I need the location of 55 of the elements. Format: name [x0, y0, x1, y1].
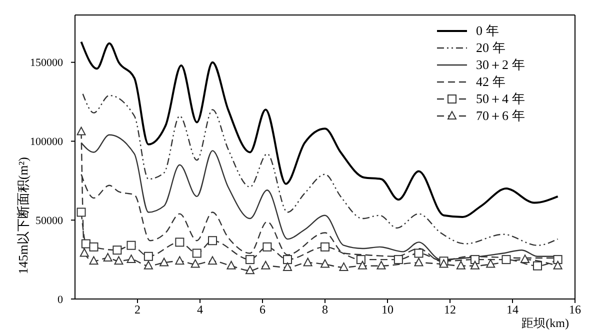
y-tick-label: 50000 [36, 215, 64, 228]
point [144, 252, 153, 261]
point [226, 260, 236, 270]
point [456, 260, 466, 270]
point [356, 255, 366, 264]
point [303, 258, 312, 266]
x-tick-label: 12 [444, 302, 456, 317]
y-axis-title: 145m以下断面积(m²) [16, 157, 31, 274]
point [414, 258, 424, 266]
point [394, 255, 403, 264]
point [261, 260, 270, 270]
point [126, 240, 136, 250]
point [80, 248, 89, 257]
point [192, 248, 202, 258]
point [144, 260, 153, 270]
x-tick-label: 10 [382, 302, 394, 317]
point [208, 256, 217, 265]
point [208, 236, 217, 246]
point [114, 256, 124, 265]
point [553, 255, 562, 264]
point [175, 238, 184, 247]
point [246, 255, 254, 264]
point [112, 246, 122, 255]
x-tick-label: 14 [506, 302, 518, 317]
point [320, 242, 330, 252]
point [533, 261, 542, 270]
legend-label: 30＋2 年 [476, 56, 525, 73]
legend-label: 70＋6 年 [476, 107, 525, 124]
point [470, 255, 480, 264]
x-tick-label: 6 [260, 302, 266, 317]
x-tick-label: 8 [322, 302, 328, 317]
line-series [82, 93, 558, 246]
point [89, 256, 98, 265]
x-tick-label: 2 [134, 302, 140, 317]
point [175, 256, 184, 265]
point [89, 242, 98, 252]
y-tick-label: 150000 [30, 57, 64, 70]
x-tick-label: 4 [197, 302, 203, 317]
legend-label: 0 年 [476, 22, 499, 39]
x-axis-title: 距坝(km) [522, 316, 569, 330]
point [414, 248, 424, 258]
legend-label: 42 年 [476, 73, 506, 90]
point [470, 260, 480, 270]
x-tick-label: 16 [569, 302, 581, 317]
legend-label: 50＋4 年 [476, 90, 525, 107]
point [502, 255, 511, 264]
point [283, 255, 292, 264]
point [76, 208, 86, 217]
point [81, 239, 90, 248]
line-series [80, 40, 559, 218]
y-tick-label: 100000 [30, 136, 64, 148]
legend-label: 20 年 [476, 39, 506, 56]
y-tick-label: 0 [58, 294, 64, 306]
point [262, 242, 272, 252]
point [439, 259, 448, 268]
